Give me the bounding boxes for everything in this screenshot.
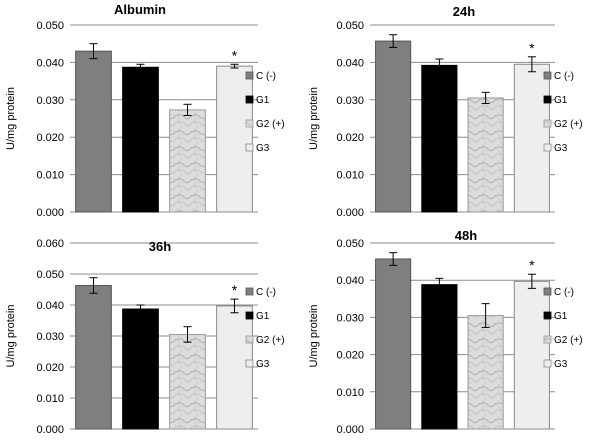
y-tick-label: 0.000 <box>336 207 364 219</box>
y-tick-label: 0.000 <box>36 424 64 436</box>
y-axis-label: U/mg protein <box>5 305 17 368</box>
legend-label: G3 <box>256 359 270 370</box>
g3-swatch-icon <box>245 359 254 368</box>
legend-label: G3 <box>554 143 568 154</box>
y-axis-label: U/mg protein <box>308 87 320 150</box>
y-tick-label: 0.000 <box>36 207 64 219</box>
y-tick-label: 0.010 <box>336 170 364 182</box>
g1-swatch-icon <box>245 311 254 320</box>
legend-label: G2 (+) <box>256 335 285 346</box>
legend-label: G3 <box>554 359 568 370</box>
significance-marker: * <box>529 257 535 273</box>
legend-label: G1 <box>554 95 568 106</box>
y-tick-label: 0.020 <box>36 362 64 374</box>
bar-g3 <box>513 280 550 430</box>
legend-label: G1 <box>554 311 568 322</box>
g2-pos-swatch-icon <box>543 119 552 128</box>
legend-label: C (-) <box>554 287 574 298</box>
legend-label: G2 (+) <box>256 119 285 130</box>
g1-swatch-icon <box>245 95 254 104</box>
chart-panel-4: 0.000 0.010 0.020 0.030 0.040 0.050 48h U/mg pr… <box>308 228 583 436</box>
legend-label: C (-) <box>256 71 276 82</box>
legend-label: C (-) <box>256 287 276 298</box>
significance-marker: * <box>232 282 238 298</box>
y-tick-label: 0.010 <box>36 170 64 182</box>
legend-label: G3 <box>256 143 270 154</box>
c-neg-swatch-icon <box>543 71 552 80</box>
significance-marker: * <box>232 47 238 63</box>
legend-label: G2 (+) <box>554 335 583 346</box>
legend-label: G2 (+) <box>554 119 583 130</box>
y-tick-label: 0.020 <box>336 132 364 144</box>
y-tick-label: 0.040 <box>336 57 364 69</box>
y-tick-label: 0.060 <box>36 238 64 250</box>
bar-c-neg <box>375 40 412 213</box>
y-tick-label: 0.040 <box>36 300 64 312</box>
y-tick-label: 0.020 <box>336 350 364 362</box>
y-tick-label: 0.030 <box>336 95 364 107</box>
legend-label: C (-) <box>554 71 574 82</box>
g3-swatch-icon <box>543 143 552 152</box>
c-neg-swatch-icon <box>245 287 254 296</box>
chart-title: Albumin <box>114 2 166 17</box>
y-tick-label: 0.050 <box>36 20 64 32</box>
y-tick-label: 0.050 <box>336 238 364 250</box>
y-tick-label: 0.030 <box>36 331 64 343</box>
g2-pos-swatch-icon <box>245 335 254 344</box>
g1-swatch-icon <box>543 95 552 104</box>
legend-label: G1 <box>256 311 270 322</box>
bar-g1 <box>421 284 458 430</box>
c-neg-swatch-icon <box>543 287 552 296</box>
bar-g2-pos <box>467 97 504 213</box>
y-tick-label: 0.050 <box>336 20 364 32</box>
g2-pos-swatch-icon <box>543 335 552 344</box>
bar-g3 <box>513 63 550 213</box>
y-tick-label: 0.040 <box>36 57 64 69</box>
chart-panel-1: 0.000 0.010 0.020 0.030 0.040 0.050 Albumin U/m… <box>5 2 285 219</box>
g3-swatch-icon <box>543 359 552 368</box>
y-tick-label: 0.000 <box>336 424 364 436</box>
bar-c-neg <box>75 50 112 213</box>
y-tick-label: 0.010 <box>336 387 364 399</box>
bar-g1 <box>122 66 159 213</box>
g2-pos-swatch-icon <box>245 119 254 128</box>
bar-c-neg <box>75 284 112 430</box>
bar-g2-pos <box>467 315 504 430</box>
y-tick-label: 0.050 <box>36 269 64 281</box>
bar-g3 <box>216 305 253 430</box>
y-tick-label: 0.020 <box>36 132 64 144</box>
y-axis-label: U/mg protein <box>5 87 17 150</box>
chart-title: 24h <box>453 4 475 19</box>
chart-panel-3: 0.000 0.010 0.020 0.030 0.040 0.050 0.060 36h U/… <box>5 238 285 436</box>
y-tick-label: 0.030 <box>336 312 364 324</box>
chart-title: 36h <box>149 239 171 254</box>
legend-label: G1 <box>256 95 270 106</box>
bar-g1 <box>421 64 458 213</box>
chart-title: 48h <box>455 228 477 243</box>
bar-g2-pos <box>169 333 206 430</box>
c-neg-swatch-icon <box>245 71 254 80</box>
bar-g3 <box>216 65 253 213</box>
g3-swatch-icon <box>245 143 254 152</box>
y-tick-label: 0.030 <box>36 95 64 107</box>
significance-marker: * <box>529 40 535 56</box>
chart-panel-2: 0.000 0.010 0.020 0.030 0.040 0.050 24h U/mg pr… <box>308 4 583 219</box>
y-axis-label: U/mg protein <box>308 305 320 368</box>
bar-g2-pos <box>169 109 206 213</box>
y-tick-label: 0.040 <box>336 275 364 287</box>
bar-g1 <box>122 308 159 430</box>
g1-swatch-icon <box>543 311 552 320</box>
bar-c-neg <box>375 258 412 430</box>
y-tick-label: 0.010 <box>36 393 64 405</box>
